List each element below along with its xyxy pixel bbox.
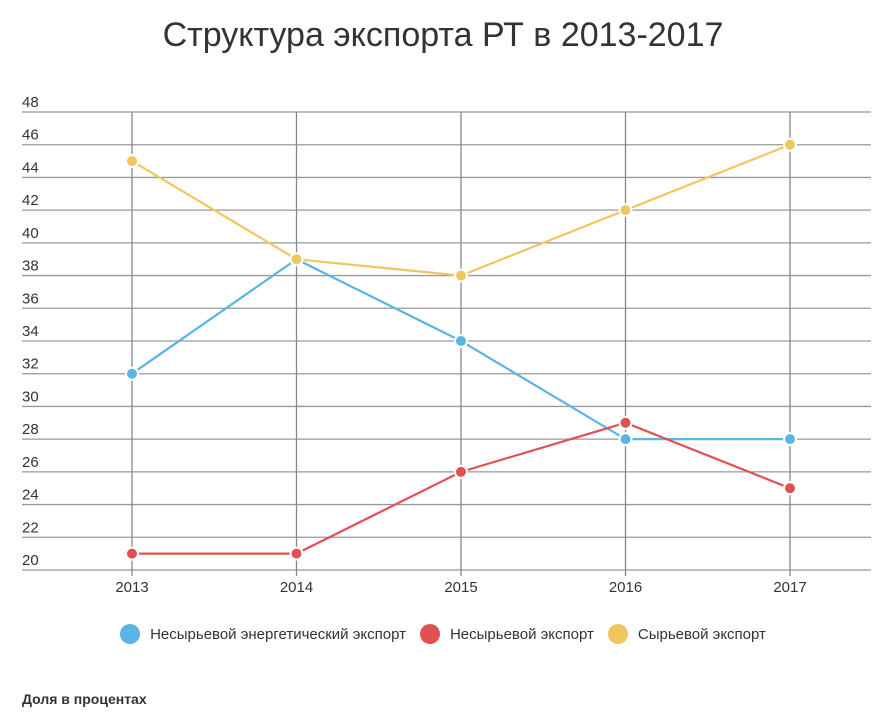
legend-dot [120, 624, 141, 644]
data-point [454, 334, 468, 348]
data-point [125, 154, 139, 169]
chart-title: Структура экспорта РТ в 2013-2017 [162, 16, 724, 54]
data-point [618, 203, 633, 218]
legend-item: Несырьевой энергетический экспорт [120, 624, 406, 644]
data-point [783, 137, 797, 152]
legend-item: Несырьевой экспорт [419, 624, 594, 644]
legend-label: Несырьевой экспорт [449, 625, 594, 643]
y-tick-label: 20 [22, 552, 39, 569]
y-tick-label: 26 [22, 454, 39, 471]
data-point [289, 546, 304, 561]
legend-item: Сырьевой экспорт [607, 624, 766, 644]
y-tick-label: 30 [22, 388, 39, 405]
y-tick-label: 24 [22, 487, 39, 504]
data-point [618, 432, 633, 447]
y-tick-label: 36 [22, 290, 39, 307]
data-point [125, 366, 139, 381]
x-tick-label: 2016 [609, 579, 642, 596]
legend-dot [419, 624, 440, 644]
legend-dot [607, 624, 628, 644]
y-tick-label: 28 [22, 421, 39, 438]
data-point [125, 546, 139, 561]
legend-label: Сырьевой экспорт [637, 625, 766, 643]
data-point [783, 481, 797, 496]
x-tick-label: 2017 [773, 579, 806, 596]
data-point [783, 432, 797, 447]
data-point [618, 415, 633, 430]
y-tick-label: 46 [22, 127, 39, 144]
y-tick-label: 44 [22, 159, 39, 176]
y-tick-label: 22 [22, 519, 39, 536]
legend-label: Несырьевой энергетический экспорт [150, 625, 406, 643]
y-tick-label: 48 [22, 94, 39, 111]
x-tick-label: 2015 [444, 579, 477, 596]
y-tick-label: 42 [22, 192, 39, 209]
x-tick-label: 2014 [280, 579, 313, 596]
y-tick-label: 40 [22, 225, 39, 242]
x-tick-label: 2013 [115, 579, 148, 596]
y-tick-label: 38 [22, 258, 39, 275]
footnote: Доля в процентах [22, 691, 147, 707]
data-point [454, 464, 468, 479]
legend: Несырьевой энергетический экспорт Несырь… [0, 624, 886, 644]
data-point [289, 252, 304, 267]
y-tick-label: 34 [22, 323, 39, 340]
data-point [454, 268, 468, 283]
y-tick-label: 32 [22, 356, 39, 373]
